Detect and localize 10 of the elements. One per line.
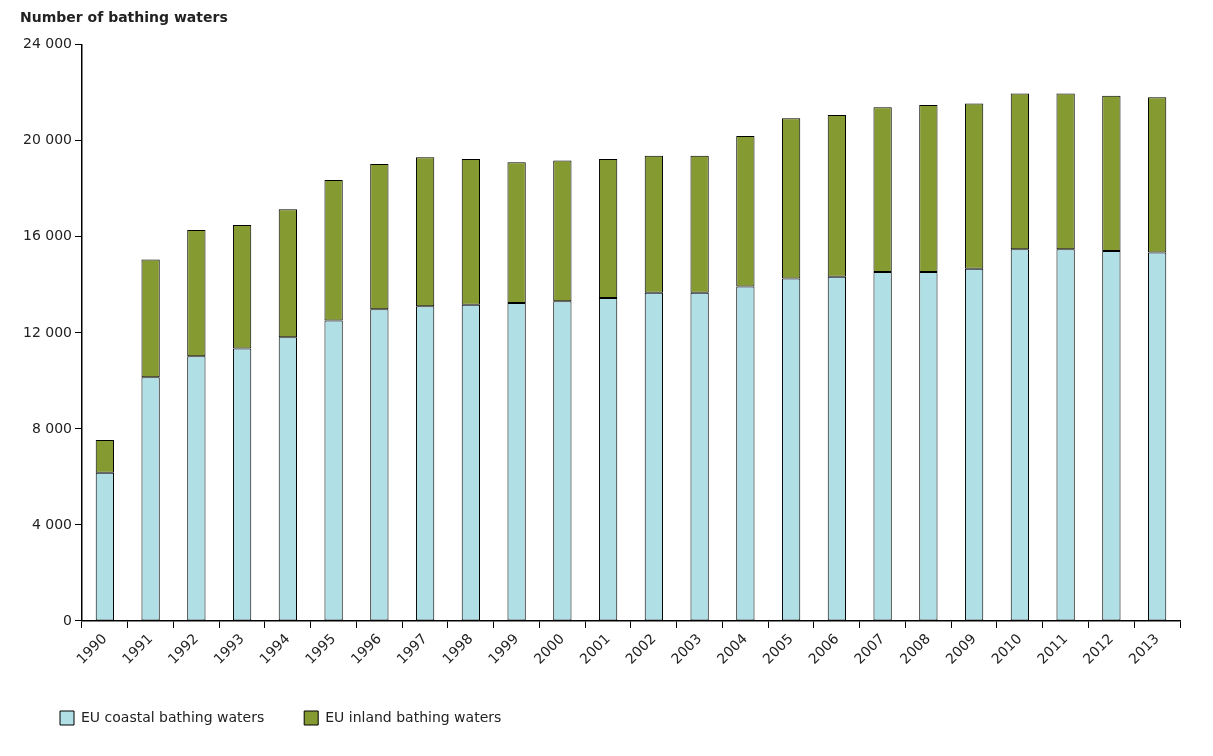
legend-label: EU coastal bathing waters	[81, 708, 265, 725]
y-tick-label: 12 000	[22, 323, 72, 340]
y-tick-label: 24 000	[22, 35, 72, 52]
y-tick-label: 0	[63, 611, 72, 628]
y-axis-title: Number of bathing waters	[20, 9, 228, 26]
y-tick-label: 4 000	[31, 515, 72, 532]
legend-label: EU inland bathing waters	[325, 708, 502, 725]
y-tick-label: 16 000	[22, 227, 72, 244]
y-tick-label: 8 000	[31, 419, 72, 436]
y-tick-label: 20 000	[22, 131, 72, 148]
